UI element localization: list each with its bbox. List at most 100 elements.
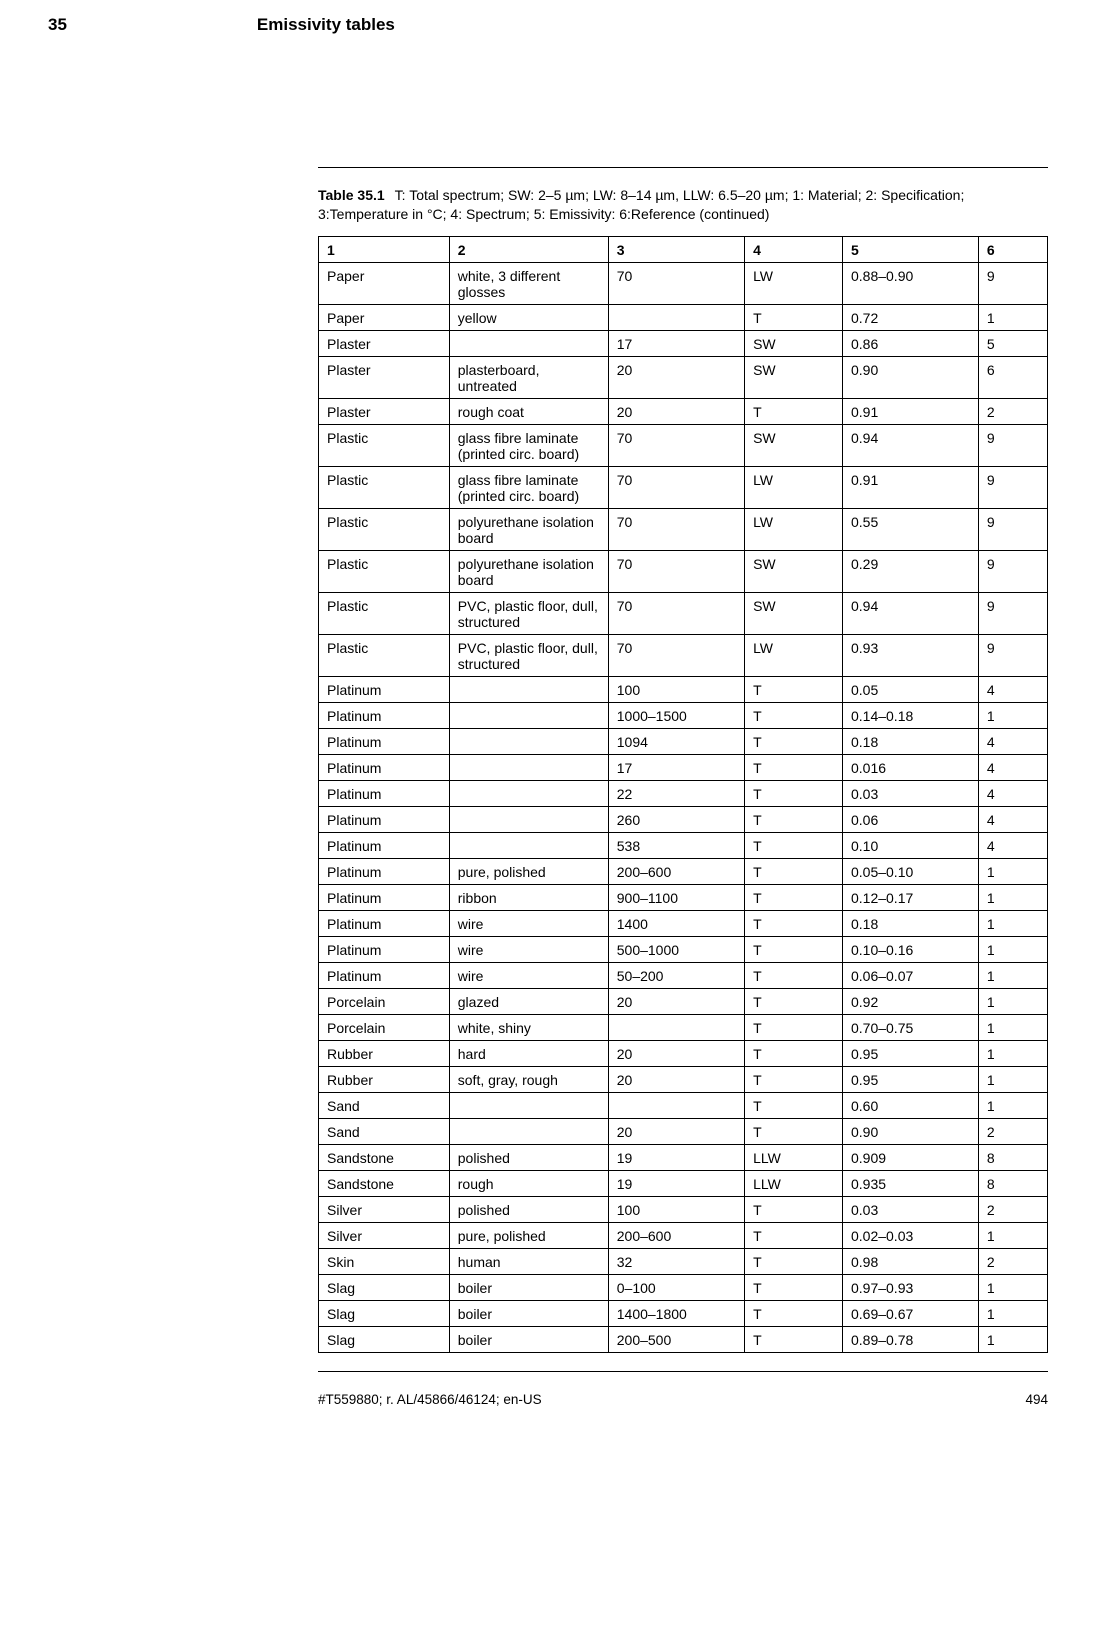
table-cell: 8 [978,1144,1047,1170]
table-cell: 4 [978,806,1047,832]
table-cell: 9 [978,634,1047,676]
table-cell: 0.90 [842,356,978,398]
table-cell: SW [745,356,843,398]
table-cell: Platinum [319,728,450,754]
table-cell [449,780,608,806]
table-cell: Silver [319,1222,450,1248]
table-cell: soft, gray, rough [449,1066,608,1092]
table-cell: wire [449,910,608,936]
table-cell: 0.92 [842,988,978,1014]
table-cell: 17 [608,330,744,356]
table-cell [449,806,608,832]
table-cell: 0.10–0.16 [842,936,978,962]
table-cell: T [745,398,843,424]
table-cell: PVC, plastic floor, dull, structured [449,592,608,634]
table-cell: 1 [978,988,1047,1014]
table-cell: Platinum [319,858,450,884]
table-cell: T [745,304,843,330]
table-cell: 1 [978,1274,1047,1300]
table-cell: 0.72 [842,304,978,330]
table-cell: 0.97–0.93 [842,1274,978,1300]
table-header-cell: 6 [978,236,1047,262]
table-cell: Platinum [319,936,450,962]
table-cell: T [745,702,843,728]
table-cell: 50–200 [608,962,744,988]
table-cell: T [745,1274,843,1300]
table-cell: Platinum [319,780,450,806]
table-cell: 70 [608,424,744,466]
table-cell: 0–100 [608,1274,744,1300]
table-header-row: 123456 [319,236,1048,262]
table-cell: T [745,962,843,988]
table-cell: 1 [978,1014,1047,1040]
table-cell: Plastic [319,592,450,634]
table-cell: 1400 [608,910,744,936]
table-cell: Platinum [319,884,450,910]
table-cell: 20 [608,988,744,1014]
table-row: Rubbersoft, gray, rough20T0.951 [319,1066,1048,1092]
table-cell: Paper [319,262,450,304]
table-cell: 1094 [608,728,744,754]
table-cell: 1 [978,1326,1047,1352]
table-cell: 0.29 [842,550,978,592]
table-cell: 0.02–0.03 [842,1222,978,1248]
table-cell: Sandstone [319,1170,450,1196]
table-cell: 1 [978,936,1047,962]
table-cell: white, 3 different glosses [449,262,608,304]
table-cell: 1 [978,884,1047,910]
table-cell: 9 [978,466,1047,508]
table-cell: T [745,1040,843,1066]
table-cell: 0.909 [842,1144,978,1170]
table-row: Sandstonerough19LLW0.9358 [319,1170,1048,1196]
table-cell: 20 [608,356,744,398]
table-cell: yellow [449,304,608,330]
table-cell: Plaster [319,356,450,398]
table-cell: 0.06 [842,806,978,832]
table-cell: T [745,728,843,754]
table-cell: LLW [745,1170,843,1196]
table-cell: 0.03 [842,780,978,806]
emissivity-table: 123456 Paperwhite, 3 different glosses 70… [318,236,1048,1353]
table-cell: glass fibre laminate (printed circ. boar… [449,466,608,508]
table-cell: Platinum [319,832,450,858]
table-cell: T [745,1014,843,1040]
table-cell: T [745,936,843,962]
table-cell: 70 [608,550,744,592]
table-cell [449,728,608,754]
table-row: Platinum100T0.054 [319,676,1048,702]
table-cell: LW [745,634,843,676]
table-label: Table 35.1 [318,187,385,203]
table-cell: human [449,1248,608,1274]
table-cell: 0.06–0.07 [842,962,978,988]
table-cell [449,754,608,780]
table-cell: 1 [978,1222,1047,1248]
table-cell: 20 [608,1066,744,1092]
table-row: Sandstonepolished19LLW0.9098 [319,1144,1048,1170]
table-row: Plasticglass fibre laminate (printed cir… [319,466,1048,508]
table-cell: Plastic [319,424,450,466]
table-cell: 0.05–0.10 [842,858,978,884]
table-cell: 8 [978,1170,1047,1196]
table-cell: Plastic [319,550,450,592]
table-cell: Plaster [319,398,450,424]
table-cell: T [745,1092,843,1118]
table-cell: 0.016 [842,754,978,780]
table-cell [449,832,608,858]
table-cell: T [745,754,843,780]
table-cell: 200–500 [608,1326,744,1352]
table-cell: boiler [449,1326,608,1352]
table-cell: T [745,884,843,910]
table-cell: 1 [978,304,1047,330]
table-cell: white, shiny [449,1014,608,1040]
table-cell: 20 [608,398,744,424]
table-cell: 9 [978,592,1047,634]
table-cell: 0.91 [842,466,978,508]
table-cell: Sand [319,1092,450,1118]
table-cell: Platinum [319,754,450,780]
table-cell: T [745,910,843,936]
table-cell: 70 [608,466,744,508]
table-cell: 0.93 [842,634,978,676]
table-cell: Platinum [319,676,450,702]
table-row: Sand20T0.902 [319,1118,1048,1144]
table-cell: 9 [978,550,1047,592]
